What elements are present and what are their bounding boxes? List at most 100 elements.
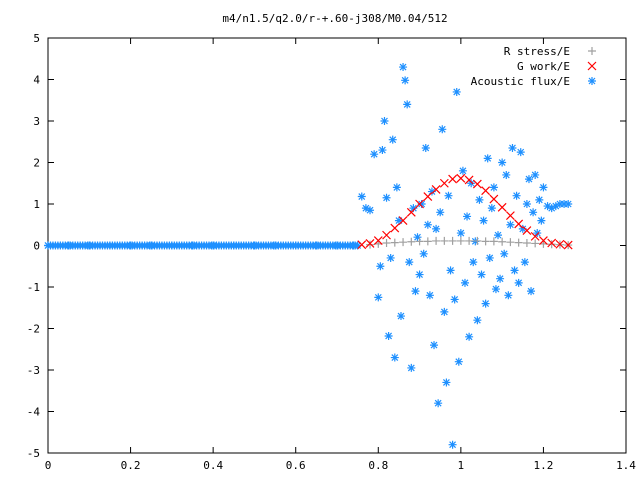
axes: 0 0.2 0.4 0.6 0.8 1 1.2 1.4 5 4 3 2 1 0 -1 -2 -3 -4 -5 [27, 32, 637, 472]
x-tick-label: 0.2 [121, 459, 141, 472]
y-tick-label: -5 [27, 447, 40, 460]
data-point [489, 183, 498, 192]
y-tick-label: -3 [27, 364, 40, 377]
data-point [425, 291, 434, 300]
data-point [312, 241, 321, 250]
data-point [465, 332, 474, 341]
chart-title: m4/n1.5/q2.0/r-+.60-j308/M0.04/512 [222, 12, 447, 25]
data-point [439, 178, 449, 188]
y-tick-label: 0 [33, 240, 40, 253]
data-point [555, 200, 564, 208]
data-point [487, 204, 496, 213]
data-point [396, 312, 405, 321]
data-point [469, 258, 478, 267]
data-point [209, 241, 218, 250]
data-point [390, 238, 399, 247]
data-point [460, 278, 469, 287]
data-point [365, 239, 375, 248]
data-point [374, 293, 383, 302]
data-point [442, 378, 451, 387]
data-point [477, 270, 486, 279]
data-point [514, 238, 523, 247]
data-point [250, 241, 259, 250]
data-point [506, 220, 515, 229]
data-point [380, 117, 389, 125]
y-tick-label: 2 [33, 157, 40, 170]
data-point [494, 231, 503, 240]
data-point [353, 241, 362, 250]
data-point [417, 200, 426, 208]
data-point [543, 202, 552, 211]
data-point [496, 274, 505, 283]
data-point [406, 207, 416, 217]
x-tick-label: 1.4 [616, 459, 636, 472]
data-point [458, 166, 467, 175]
data-point [407, 363, 416, 372]
data-point [361, 204, 370, 213]
data-point [419, 249, 428, 258]
data-point [504, 291, 513, 300]
data-point [497, 202, 507, 212]
series-0 [366, 236, 573, 250]
data-point [533, 229, 542, 238]
data-point [415, 199, 424, 209]
data-point [407, 237, 416, 246]
data-point [505, 211, 515, 221]
series-1 [357, 173, 573, 250]
data-point [399, 63, 408, 72]
data-point [446, 266, 455, 275]
legend: R stress/E G work/E Acoustic flux/E [471, 45, 597, 88]
data-point [357, 192, 366, 201]
data-point [465, 236, 474, 245]
legend-label: R stress/E [504, 45, 570, 58]
data-point [522, 226, 532, 235]
y-tick-label: -2 [27, 323, 40, 336]
data-point [376, 262, 385, 271]
data-point [440, 236, 449, 245]
x-tick-label: 0.8 [368, 459, 388, 472]
data-point [430, 341, 439, 350]
data-point [506, 238, 515, 247]
y-tick-label: 3 [33, 115, 40, 128]
data-point [386, 253, 395, 262]
data-point [349, 241, 358, 250]
legend-label: Acoustic flux/E [471, 75, 570, 88]
series-2 [44, 63, 573, 449]
data-point [390, 223, 400, 233]
y-tick-label: 4 [33, 74, 40, 87]
data-point [415, 270, 424, 279]
data-point [373, 236, 383, 245]
data-point [522, 239, 531, 248]
data-point [564, 200, 573, 208]
data-point [382, 239, 391, 248]
legend-marker [588, 47, 596, 55]
data-point [382, 230, 391, 240]
data-point [563, 240, 573, 250]
y-tick-label: -4 [27, 406, 41, 419]
legend-label: G work/E [517, 60, 570, 73]
data-point [491, 285, 500, 294]
data-point [472, 179, 482, 189]
data-point [452, 87, 461, 96]
legend-marker [588, 77, 596, 85]
data-point [510, 266, 519, 275]
x-tick-label: 1 [458, 459, 465, 472]
data-point [456, 229, 465, 238]
data-point [547, 240, 556, 249]
data-point [291, 241, 300, 250]
y-tick-label: 1 [33, 198, 40, 211]
data-point [436, 208, 445, 217]
data-point [147, 241, 156, 250]
data-point [516, 148, 525, 157]
data-point [514, 278, 523, 287]
data-point [485, 253, 494, 262]
data-point [423, 192, 433, 201]
data-point [126, 241, 135, 250]
data-point [530, 231, 540, 241]
data-point [64, 241, 73, 250]
legend-marker [587, 61, 597, 71]
data-point [464, 175, 474, 185]
data-point [539, 183, 548, 192]
data-point [403, 100, 412, 109]
